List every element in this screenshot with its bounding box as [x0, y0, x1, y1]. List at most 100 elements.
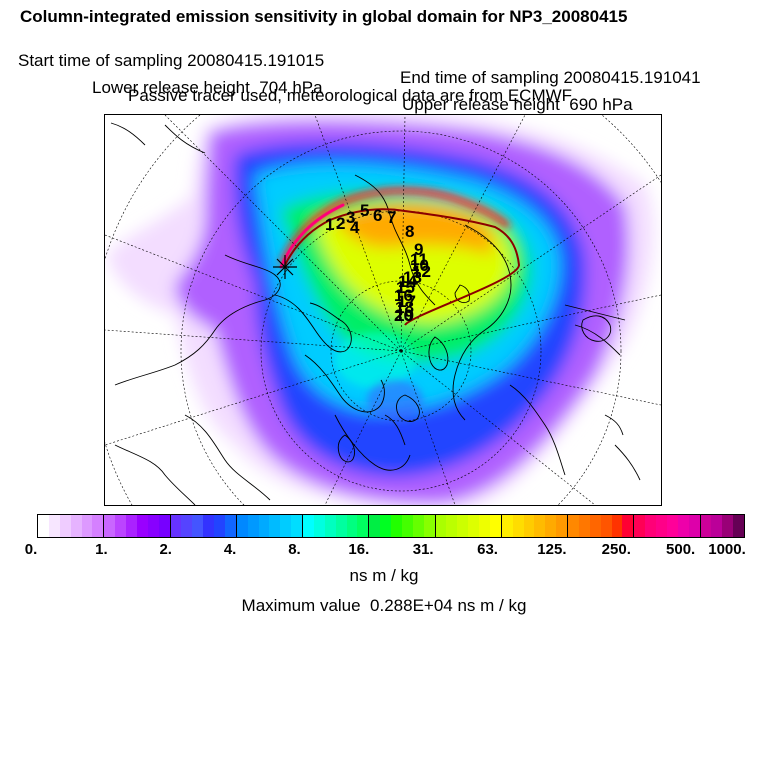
- colorbar-cell: [589, 515, 601, 537]
- plot-title: Column-integrated emission sensitivity i…: [20, 7, 628, 26]
- colorbar-cell: [147, 515, 159, 537]
- lower-height-label: Lower release height 704 hPa: [92, 78, 323, 97]
- colorbar-cell: [335, 515, 347, 537]
- start-time-label: Start time of sampling 20080415.191015: [18, 51, 325, 70]
- field-north-cyan-blob: [335, 332, 415, 388]
- colorbar-tick-labels: 0. 1. 2. 4. 8. 16. 31. 63. 125. 250. 500. 1000.: [0, 541, 768, 561]
- trajectory-path: [273, 208, 521, 326]
- colorbar-cell: [611, 515, 623, 537]
- release-site-icon: [273, 255, 297, 279]
- colorbar-cell: [181, 515, 193, 537]
- colorbar-tick-label: 1.: [95, 541, 108, 558]
- colorbar-cell: [104, 515, 116, 537]
- trajectory-label-18: 18: [395, 298, 414, 317]
- colorbar-cell: [622, 515, 635, 537]
- trajectory-label-1: 1: [325, 215, 334, 234]
- colorbar-cell: [291, 515, 303, 537]
- trajectory-label-7: 7: [387, 208, 396, 227]
- colorbar-cell: [126, 515, 137, 537]
- colorbar-tick-label: 0.: [24, 541, 38, 558]
- maximum-value: Maximum value 0.288E+04 ns m / kg: [241, 596, 527, 615]
- colorbar-cell: [501, 515, 513, 537]
- coastlines: [110, 122, 641, 505]
- colorbar-cell: [688, 515, 701, 537]
- colorbar-cell: [269, 515, 281, 537]
- colorbar-cell: [489, 515, 502, 537]
- colorbar-cell: [192, 515, 204, 537]
- end-time-label: End time of sampling 20080415.191041: [400, 68, 701, 87]
- colorbar-cell: [556, 515, 568, 537]
- trajectory-label-8: 8: [405, 222, 414, 241]
- colorbar-cell: [545, 515, 557, 537]
- colorbar-cell: [357, 515, 370, 537]
- trajectory-label-10: 10: [410, 256, 429, 275]
- colorbar-tick-label: 500.: [666, 541, 696, 558]
- colorbar: [37, 514, 745, 538]
- colorbar-cell: [722, 515, 734, 537]
- colorbar-cell: [38, 515, 49, 537]
- colorbar-cell: [645, 515, 656, 537]
- field-red-plume: [280, 187, 510, 266]
- colorbar-tick-label: 63.: [477, 541, 498, 558]
- trajectory-label-4: 4: [350, 218, 360, 237]
- colorbar-cell: [568, 515, 579, 537]
- colorbar-cell: [666, 515, 678, 537]
- colorbar-cell: [656, 515, 667, 537]
- trajectory-label-17: 17: [397, 292, 416, 311]
- colorbar-cell: [324, 515, 336, 537]
- colorbar-cell: [303, 515, 314, 537]
- colorbar-tick-label: 250.: [601, 541, 631, 558]
- trajectory-label-12: 12: [412, 262, 431, 281]
- field-orange-layer: [335, 202, 494, 255]
- colorbar-cell: [313, 515, 325, 537]
- colorbar-cell: [247, 515, 259, 537]
- trajectory-label-6: 6: [373, 206, 382, 225]
- trajectory-label-19: 19: [395, 306, 414, 325]
- trajectory-label-20: 20: [394, 306, 413, 325]
- trajectory-labels: 1 2 3 4 5 6 7 8 9 10 11 12 13 14 15 16 1…: [325, 201, 431, 325]
- colorbar-tick-label: 31.: [412, 541, 434, 558]
- colorbar-cell: [468, 515, 479, 537]
- colorbar-cell: [677, 515, 689, 537]
- colorbar-units: ns m / kg: [349, 566, 419, 585]
- colorbar-cell: [435, 515, 447, 537]
- trajectory-label-11: 11: [410, 250, 428, 269]
- trajectory-label-16: 16: [394, 286, 413, 305]
- colorbar-tick-label: 1000.: [708, 541, 746, 558]
- colorbar-cell: [711, 515, 723, 537]
- colorbar-cell: [391, 515, 402, 537]
- colorbar-cell: [203, 515, 214, 537]
- colorbar-cell: [578, 515, 590, 537]
- trajectory-label-2: 2: [336, 214, 345, 233]
- trajectory-label-15: 15: [396, 278, 415, 297]
- colorbar-cell: [401, 515, 413, 537]
- colorbar-tick-label: 8.: [288, 541, 301, 558]
- colorbar-cell: [92, 515, 105, 537]
- colorbar-cell: [380, 515, 391, 537]
- colorbar-tick-label: 125.: [537, 541, 567, 558]
- colorbar-cell: [512, 515, 524, 537]
- colorbar-cell: [81, 515, 93, 537]
- sampling-time-row: Start time of sampling 20080415.191015 E…: [18, 35, 758, 86]
- colorbar-cell: [634, 515, 646, 537]
- colorbar-cell: [115, 515, 126, 537]
- colorbar-cell: [59, 515, 71, 537]
- trajectory-label-3: 3: [346, 208, 355, 227]
- colorbar-cell: [214, 515, 225, 537]
- colorbar-cell: [48, 515, 60, 537]
- upper-height-label: Upper release height 690 hPa: [402, 95, 633, 114]
- colorbar-cell: [170, 515, 182, 537]
- colorbar-tick-label: 4.: [223, 541, 237, 558]
- colorbar-cell: [600, 515, 612, 537]
- colorbar-cell: [258, 515, 270, 537]
- colorbar-tick-label: 16.: [348, 541, 370, 558]
- colorbar-cell: [70, 515, 82, 537]
- sensitivity-field: [107, 115, 654, 505]
- colorbar-cell: [534, 515, 546, 537]
- colorbar-cell: [523, 515, 535, 537]
- trajectory-label-14: 14: [398, 272, 417, 291]
- field-pole-blue-blob: [367, 380, 423, 420]
- colorbar-cell: [224, 515, 237, 537]
- colorbar-cell: [236, 515, 248, 537]
- trajectory-label-13: 13: [403, 268, 422, 287]
